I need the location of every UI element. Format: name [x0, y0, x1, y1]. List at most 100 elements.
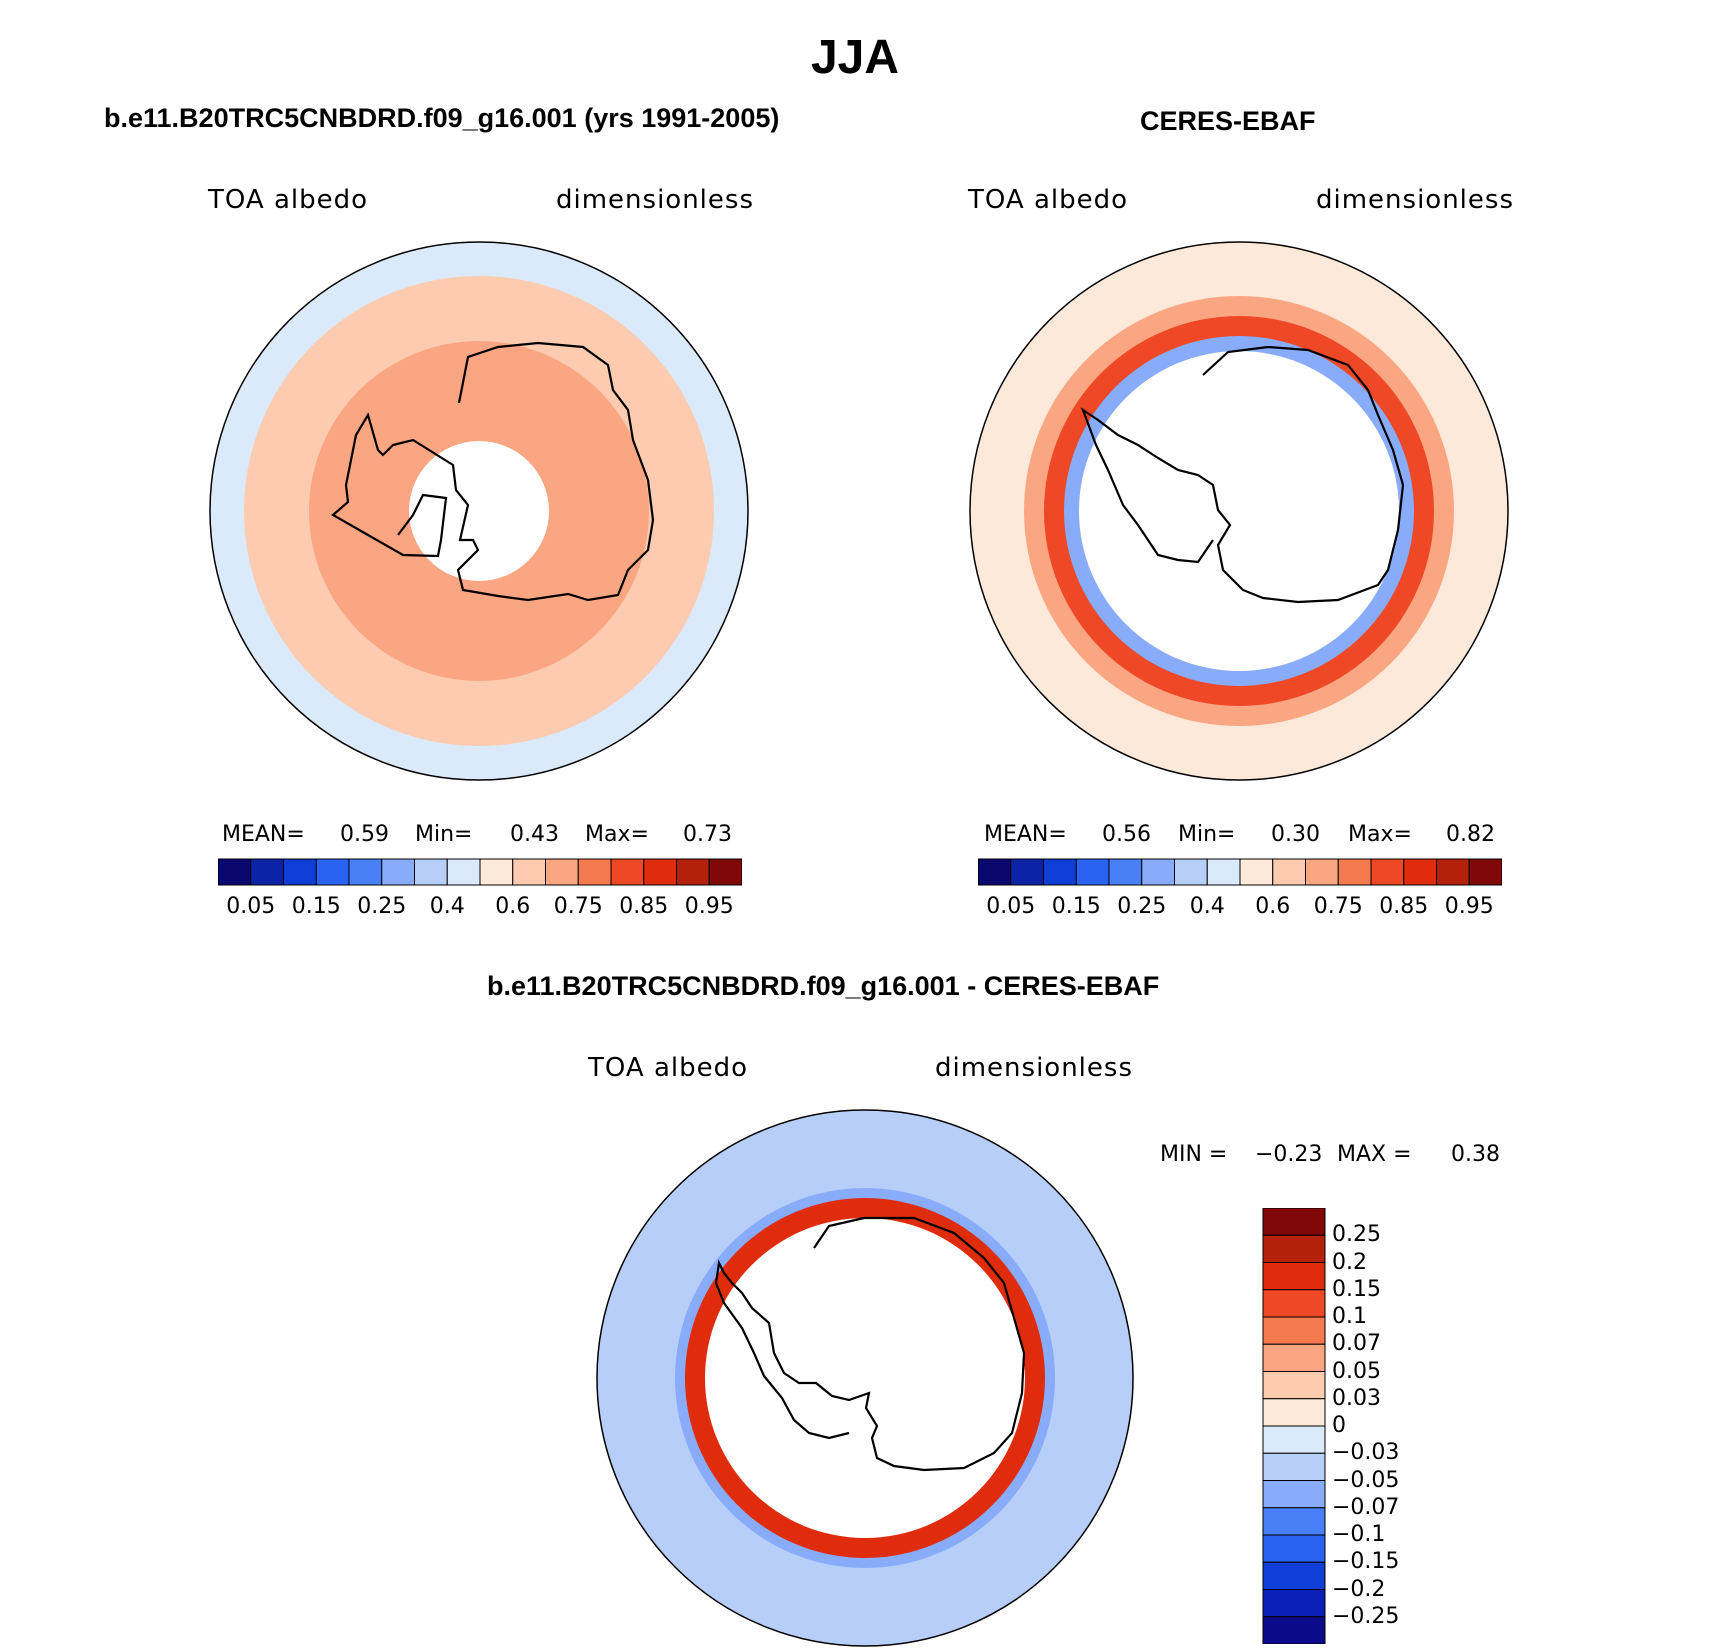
- colorbar-tick-label: 0.25: [1117, 894, 1167, 919]
- panel-obs-min-label: Min=: [1178, 822, 1236, 847]
- colorbar-bin: [512, 858, 546, 886]
- colorbar-bin: [1262, 1343, 1326, 1372]
- colorbar-tick-label: 0.03: [1332, 1385, 1381, 1411]
- colorbar-bin: [1262, 1534, 1326, 1563]
- colorbar-bin: [1468, 858, 1502, 886]
- panel-obs-title: CERES-EBAF: [1140, 106, 1316, 136]
- panel-obs-colorbar: [978, 858, 1502, 886]
- panel-obs-max-value: 0.82: [1446, 822, 1495, 847]
- panel-obs-colorbar-ticks: 0.05 0.15 0.25 0.4 0.6 0.75 0.85 0.95: [978, 894, 1502, 924]
- colorbar-bin: [1075, 858, 1110, 886]
- antarctica-coastline: [331, 341, 655, 602]
- colorbar-tick-label: 0.85: [1379, 894, 1429, 919]
- colorbar-bin: [1043, 858, 1077, 886]
- colorbar-tick-label: 0.4: [429, 894, 465, 919]
- colorbar-tick-label: 0.95: [684, 894, 734, 919]
- panel-model-variable: TOA albedo: [208, 185, 369, 215]
- panel-model-colorbar: [218, 858, 742, 886]
- colorbar-tick-label: 0.6: [495, 894, 531, 919]
- colorbar-tick-label: −0.25: [1332, 1603, 1400, 1629]
- colorbar-bin: [1206, 858, 1241, 886]
- colorbar-bin: [1174, 858, 1208, 886]
- panel-diff-max-value: 0.38: [1451, 1142, 1500, 1167]
- colorbar-tick-label: 0.15: [1051, 894, 1101, 919]
- colorbar-bin: [1262, 1507, 1326, 1536]
- colorbar-bin: [250, 858, 284, 886]
- colorbar-bin: [708, 858, 742, 886]
- colorbar-bin: [1436, 858, 1470, 886]
- colorbar-bin: [1262, 1480, 1326, 1509]
- panel-obs-variable: TOA albedo: [968, 185, 1129, 215]
- panel-diff-variable: TOA albedo: [588, 1053, 749, 1083]
- colorbar-tick-label: −0.07: [1332, 1494, 1400, 1520]
- colorbar-bin: [1305, 858, 1339, 886]
- panel-diff-colorbar-ticks: 0.25 0.2 0.15 0.1 0.07 0.05 0.03 0 −0.03 −0.05 −0.…: [1332, 1208, 1452, 1644]
- colorbar-tick-label: 0.05: [226, 894, 276, 919]
- colorbar-bin: [315, 858, 350, 886]
- colorbar-tick-label: −0.1: [1332, 1522, 1386, 1547]
- colorbar-tick-label: 0.05: [1332, 1358, 1381, 1384]
- colorbar-tick-label: 0.15: [1332, 1276, 1381, 1302]
- panel-model-min-label: Min=: [415, 822, 473, 847]
- colorbar-bin: [643, 858, 677, 886]
- colorbar-tick-label: 0.75: [553, 894, 603, 919]
- colorbar-tick-label: 0.15: [291, 894, 341, 919]
- page-title: JJA: [810, 31, 900, 84]
- colorbar-tick-label: 0.4: [1189, 894, 1225, 919]
- colorbar-bin: [1337, 858, 1372, 886]
- colorbar-tick-label: 0.25: [357, 894, 407, 919]
- panel-diff-map: [596, 1109, 1134, 1647]
- panel-obs-units: dimensionless: [1316, 185, 1514, 215]
- colorbar-tick-label: 0.95: [1444, 894, 1494, 919]
- colorbar-bin: [218, 858, 252, 886]
- colorbar-tick-label: 0.2: [1332, 1249, 1367, 1275]
- colorbar-bin: [1262, 1208, 1326, 1236]
- colorbar-bin: [978, 858, 1012, 886]
- colorbar-tick-label: −0.15: [1332, 1549, 1400, 1575]
- panel-obs-max-label: Max=: [1348, 822, 1412, 847]
- panel-diff-units: dimensionless: [935, 1053, 1133, 1083]
- panel-obs-min-value: 0.30: [1271, 822, 1320, 847]
- antarctica-coastline: [1080, 345, 1405, 604]
- colorbar-bin: [414, 858, 448, 886]
- panel-model-title: b.e11.B20TRC5CNBDRD.f09_g16.001 (yrs 199…: [104, 103, 780, 133]
- colorbar-bin: [1108, 858, 1143, 886]
- panel-diff-min-value: −0.23: [1255, 1142, 1323, 1167]
- panel-diff-title: b.e11.B20TRC5CNBDRD.f09_g16.001 - CERES-…: [487, 971, 1160, 1001]
- colorbar-tick-label: −0.05: [1332, 1467, 1400, 1493]
- colorbar-bin: [1262, 1289, 1326, 1318]
- colorbar-bin: [1262, 1316, 1326, 1345]
- panel-model-units: dimensionless: [556, 185, 754, 215]
- contour-region: [1079, 351, 1399, 671]
- colorbar-bin: [479, 858, 514, 886]
- colorbar-bin: [1262, 1561, 1326, 1590]
- colorbar-tick-label: 0: [1332, 1413, 1346, 1438]
- panel-obs-regions: [970, 242, 1508, 780]
- colorbar-bin: [1262, 1234, 1326, 1263]
- panel-model-regions: [210, 242, 748, 780]
- antarctica-coastline: [714, 1216, 1026, 1472]
- colorbar-tick-label: −0.03: [1332, 1440, 1400, 1466]
- panel-diff-min-label: MIN =: [1160, 1142, 1228, 1167]
- colorbar-bin: [1272, 858, 1306, 886]
- panel-obs-mean-value: 0.56: [1102, 822, 1151, 847]
- colorbar-bin: [1239, 858, 1274, 886]
- colorbar-bin: [1262, 1262, 1326, 1291]
- panel-model-mean-label: MEAN=: [222, 822, 305, 847]
- colorbar-tick-label: 0.75: [1313, 894, 1363, 919]
- colorbar-tick-label: 0.07: [1332, 1331, 1381, 1357]
- colorbar-bin: [348, 858, 383, 886]
- colorbar-bin: [1262, 1589, 1326, 1618]
- panel-model-max-label: Max=: [585, 822, 649, 847]
- colorbar-bin: [1262, 1616, 1326, 1644]
- colorbar-bin: [676, 858, 710, 886]
- colorbar-bin: [1403, 858, 1437, 886]
- panel-diff-regions: [597, 1110, 1133, 1646]
- panel-obs-mean-label: MEAN=: [984, 822, 1067, 847]
- panel-model-colorbar-ticks: 0.05 0.15 0.25 0.4 0.6 0.75 0.85 0.95: [218, 894, 742, 924]
- panel-model-min-value: 0.43: [510, 822, 559, 847]
- colorbar-bin: [283, 858, 317, 886]
- contour-region: [409, 441, 549, 581]
- colorbar-bin: [446, 858, 481, 886]
- colorbar-tick-label: 0.1: [1332, 1304, 1367, 1329]
